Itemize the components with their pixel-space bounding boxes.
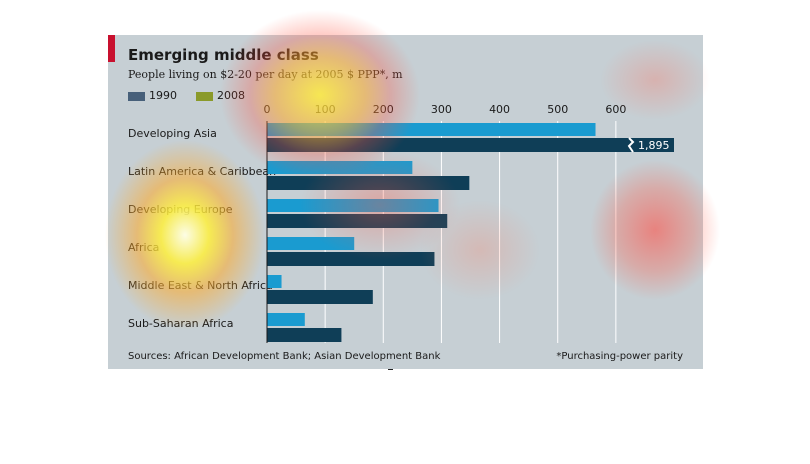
category-label: Sub-Saharan Africa [128, 317, 233, 330]
category-label: Africa [128, 241, 159, 254]
x-tick-label: 0 [264, 103, 271, 116]
x-tick-label: 400 [489, 103, 510, 116]
footnote: *Purchasing-power parity [556, 351, 683, 362]
bar-2008 [267, 290, 373, 304]
category-label: Developing Europe [128, 203, 233, 216]
x-tick-label: 200 [373, 103, 394, 116]
bar-chart-svg: 0 100 200 300 400 500 600 Developing Asia 1,895 L… [128, 103, 674, 343]
bar-1990 [267, 313, 305, 326]
bar-2008 [267, 214, 448, 228]
bar-2008 [267, 176, 470, 190]
bar-2008 [267, 252, 435, 266]
category-label: Developing Asia [128, 127, 217, 140]
bar-2008 [267, 138, 674, 152]
x-tick-label: 600 [605, 103, 626, 116]
sources-note: Sources: African Development Bank; Asian… [128, 351, 441, 362]
x-tick-label: 300 [431, 103, 452, 116]
legend-item-1990: 1990 [128, 89, 177, 102]
x-tick-label: 100 [315, 103, 336, 116]
axis-break-mark [627, 137, 635, 153]
category-label: Middle East & North Africa [128, 279, 273, 292]
bar-1990 [267, 237, 355, 250]
x-tick-label: 500 [547, 103, 568, 116]
accent-tab [108, 35, 115, 62]
bar-1990 [267, 199, 439, 212]
category-label: Latin America & Caribbean [128, 165, 276, 178]
cursor-marker [388, 369, 393, 370]
bar-1990 [267, 123, 596, 136]
bar-1990 [267, 161, 413, 174]
legend-label-1990: 1990 [149, 89, 177, 102]
bar-1990 [267, 275, 282, 288]
bar-2008 [267, 328, 342, 342]
chart-figure: Emerging middle class People living on $… [108, 35, 703, 369]
broken-bar-label: 1,895 [638, 139, 670, 152]
legend-swatch-1990 [128, 91, 145, 101]
legend-swatch-2008 [196, 91, 213, 101]
